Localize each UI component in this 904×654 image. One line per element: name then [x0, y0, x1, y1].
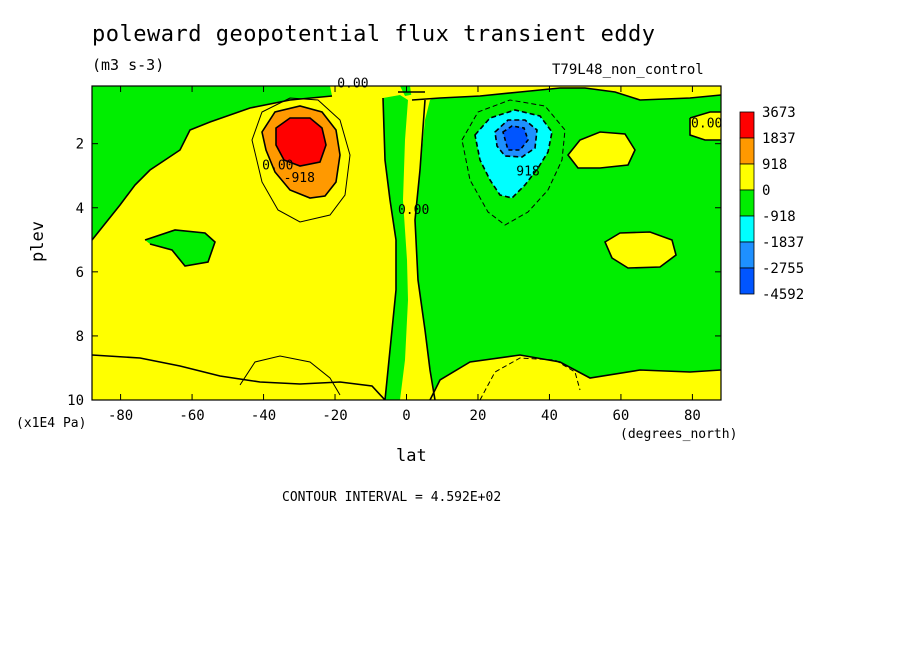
- colorbar-swatch: [739, 111, 755, 139]
- chart-title: poleward geopotential flux transient edd…: [92, 22, 656, 47]
- contour-label: -918: [284, 171, 315, 186]
- contour-neg-1837: [494, 119, 538, 158]
- contour-label: 0.00: [337, 77, 368, 92]
- colorbar-label: 3673: [762, 105, 796, 121]
- contour-zero-top-right: [411, 87, 721, 101]
- contour-zero-bottom-right: [429, 354, 721, 400]
- colorbar-swatch: [739, 137, 755, 165]
- x-tick-label: -40: [251, 408, 276, 424]
- contour-line-layer: [92, 87, 721, 400]
- x-tick-label: -20: [322, 408, 347, 424]
- x-tick-label: -60: [179, 408, 204, 424]
- region-positive-blob-right-2: [605, 232, 676, 268]
- colorbar-label: 1837: [762, 131, 796, 147]
- x-tick-label: 60: [613, 408, 630, 424]
- contour-label: 0.00: [398, 203, 429, 218]
- contour-neg-2755: [502, 125, 529, 151]
- colorbar-label: -4592: [762, 287, 804, 303]
- contour-pos-459: [251, 97, 351, 223]
- y-tick-label: 4: [76, 201, 84, 217]
- contour-zero-equator: [382, 97, 397, 400]
- colorbar-swatch: [739, 215, 755, 243]
- y-tick-label: 2: [76, 137, 84, 153]
- colorbar-swatch: [739, 189, 755, 217]
- contour-label: 0.00: [262, 158, 293, 173]
- contour-label: 918: [516, 165, 539, 180]
- colorbar-label: 0: [762, 183, 770, 199]
- contour-neg-459: [461, 99, 566, 226]
- contour-pos-1837: [275, 117, 327, 167]
- region-positive-top-right: [410, 86, 721, 100]
- colorbar-label: -1837: [762, 235, 804, 251]
- x-tick-group: -80 -60 -40 -20 0 20 40 60 80: [108, 86, 701, 424]
- y-tick-group: 2 4 6 8 10: [67, 137, 721, 409]
- region-1837: [276, 118, 326, 166]
- contour-zero-blob-left: [144, 229, 216, 267]
- contour-pos-small: [239, 355, 341, 396]
- region-positive-blob-right-1: [568, 132, 635, 168]
- chart-units: (m3 s-3): [92, 56, 165, 74]
- y-axis-units: (x1E4 Pa): [16, 416, 87, 431]
- colorbar-label: 918: [762, 157, 787, 173]
- contour-zero-left: [92, 95, 333, 241]
- colorbar: 3673 1837 918 0 -918 -1837 -2755 -4592: [739, 105, 804, 303]
- contour-pos-918: [261, 105, 341, 199]
- x-tick-label: 0: [402, 408, 410, 424]
- contour-interval: CONTOUR INTERVAL = 4.592E+02: [282, 490, 502, 505]
- colorbar-swatch: [739, 163, 755, 191]
- x-axis-units: (degrees_north): [620, 427, 738, 442]
- x-axis-label: lat: [396, 446, 427, 466]
- colorbar-label: -2755: [762, 261, 804, 277]
- region-positive-bottom: [92, 355, 385, 400]
- contour-zero-blob-right-1: [566, 131, 636, 169]
- x-tick-label: -80: [108, 408, 133, 424]
- contour-zero-blob-right-2: [603, 231, 677, 269]
- run-label: T79L48_non_control: [552, 62, 704, 78]
- contour-neg-918: [474, 109, 553, 199]
- contour-zero-upper-right: [689, 111, 721, 141]
- contour-label: 0.00: [691, 117, 722, 132]
- region-negative-right: [400, 86, 721, 400]
- contour-zero-bottom: [92, 354, 386, 400]
- y-tick-label: 6: [76, 265, 84, 281]
- contour-fill-layer: [92, 86, 721, 400]
- colorbar-swatch: [739, 267, 755, 295]
- y-tick-label: 10: [67, 393, 84, 409]
- region-neg-2755: [503, 126, 528, 150]
- region-positive-bottom-right: [430, 355, 721, 400]
- region-negative-blob-left: [145, 230, 215, 266]
- x-tick-label: 80: [684, 408, 701, 424]
- region-positive-upper-right: [690, 112, 721, 140]
- y-tick-label: 8: [76, 329, 84, 345]
- x-tick-label: 40: [541, 408, 558, 424]
- contour-zero-equator-2: [414, 99, 436, 400]
- colorbar-label: -918: [762, 209, 796, 225]
- colorbar-swatch: [739, 241, 755, 269]
- region-negative-topleft-b: [92, 86, 240, 170]
- region-negative-equator: [383, 95, 408, 400]
- x-tick-label: 20: [470, 408, 487, 424]
- contour-neg-small: [479, 357, 581, 400]
